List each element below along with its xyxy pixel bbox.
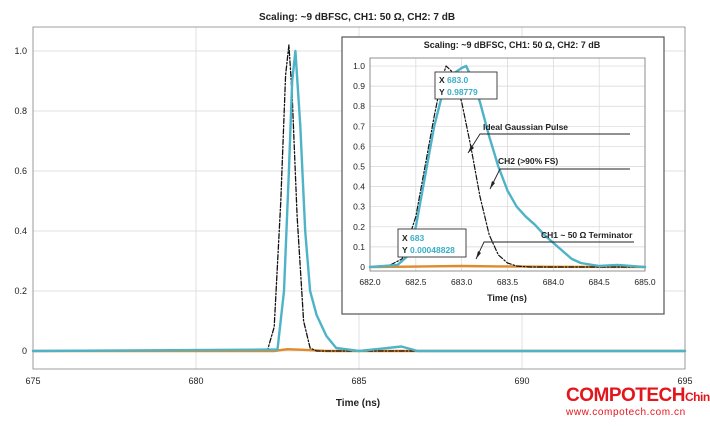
annotation-ch1-text: CH1 ~ 50 Ω Terminator xyxy=(541,230,633,240)
annotation-ideal-gaussian-arrowhead xyxy=(468,145,474,153)
x-tick-label: 690 xyxy=(514,376,529,386)
annotation-ch1: CH1 ~ 50 Ω Terminator xyxy=(475,230,634,260)
y-tick-label: 0.2 xyxy=(353,222,365,232)
x-tick-label: 695 xyxy=(677,376,692,386)
main-y-tick-labels: 0 0.2 0.4 0.6 0.8 1.0 xyxy=(14,46,27,356)
inset-chart-title: Scaling: ~9 dBFSC, CH1: 50 Ω, CH2: 7 dB xyxy=(424,40,601,50)
main-x-axis-label: Time (ns) xyxy=(336,398,380,409)
inset-x-axis-label: Time (ns) xyxy=(487,293,527,303)
inset-x-tick-labels: 682.0 682.5 683.0 683.5 684.0 684.5 685.0 xyxy=(359,277,656,287)
y-tick-label: 1.0 xyxy=(14,46,27,56)
annotation-ideal-gaussian: Ideal Gaussian Pulse xyxy=(467,122,630,154)
watermark-brand-name: COMPOTECH xyxy=(566,385,686,406)
series-line-0 xyxy=(32,44,686,352)
x-tick-label: 682.5 xyxy=(405,277,427,287)
series-line-1 xyxy=(31,49,687,353)
y-tick-label: 0.4 xyxy=(14,226,27,236)
y-tick-label: 1.0 xyxy=(353,61,365,71)
annotation-ideal-gaussian-text: Ideal Gaussian Pulse xyxy=(483,122,568,132)
y-tick-label: 0 xyxy=(360,262,365,272)
watermark-brand-suffix: China xyxy=(685,390,710,404)
y-tick-label: 0.9 xyxy=(353,81,365,91)
y-tick-label: 0.6 xyxy=(14,166,27,176)
x-tick-label: 685.0 xyxy=(634,277,656,287)
marker-base-y-label: Y xyxy=(402,245,408,255)
x-tick-label: 683.0 xyxy=(451,277,473,287)
marker-readout-peak: X 683.0 Y 0.98779 xyxy=(434,71,498,100)
annotation-ch2: CH2 (>90% FS) xyxy=(489,156,630,190)
x-tick-label: 683.5 xyxy=(497,277,519,287)
inset-y-tick-labels: 0 0.1 0.2 0.3 0.4 0.5 0.6 0.7 0.8 0.9 1.0 xyxy=(353,61,365,272)
y-tick-label: 0 xyxy=(22,346,27,356)
y-tick-label: 0.8 xyxy=(14,106,27,116)
y-tick-label: 0.4 xyxy=(353,182,365,192)
x-tick-label: 682.0 xyxy=(359,277,381,287)
marker-base-x-value: 683 xyxy=(410,233,424,243)
main-x-tick-labels: 675 680 685 690 695 xyxy=(25,376,692,386)
watermark-url: www.compotech.com.cn xyxy=(566,407,686,418)
marker-peak-y-value: 0.98779 xyxy=(447,87,478,97)
marker-base-y-value: 0.00048828 xyxy=(410,245,455,255)
x-tick-label: 684.0 xyxy=(543,277,565,287)
marker-base-x-label: X xyxy=(402,233,408,243)
x-tick-label: 675 xyxy=(25,376,40,386)
inset-plot-frame xyxy=(369,57,646,272)
marker-peak-y-label: Y xyxy=(439,87,445,97)
x-tick-label: 685 xyxy=(351,376,366,386)
y-tick-label: 0.8 xyxy=(353,101,365,111)
x-tick-label: 684.5 xyxy=(589,277,611,287)
annotation-ch1-arrowhead xyxy=(476,251,481,259)
marker-readout-base: X 683 Y 0.00048828 xyxy=(397,228,467,258)
annotation-ch2-text: CH2 (>90% FS) xyxy=(498,156,558,166)
watermark-brand: COMPOTECHChina xyxy=(566,385,710,407)
marker-peak-x-value: 683.0 xyxy=(447,75,469,85)
main-series-lines xyxy=(31,44,687,353)
main-plot-frame xyxy=(32,26,686,370)
inset-chart: Scaling: ~9 dBFSC, CH1: 50 Ω, CH2: 7 dB … xyxy=(341,36,665,315)
y-tick-label: 0.7 xyxy=(353,121,365,131)
x-tick-label: 680 xyxy=(188,376,203,386)
y-tick-label: 0.6 xyxy=(353,141,365,151)
main-chart-title: Scaling: ~9 dBFSC, CH1: 50 Ω, CH2: 7 dB xyxy=(259,12,455,23)
marker-peak-x-label: X xyxy=(439,75,445,85)
watermark-logo: COMPOTECHChina www.compotech.com.cn xyxy=(566,385,710,419)
y-tick-label: 0.5 xyxy=(353,162,365,172)
y-tick-label: 0.1 xyxy=(353,242,365,252)
y-tick-label: 0.3 xyxy=(353,202,365,212)
series-line-1 xyxy=(368,64,647,269)
y-tick-label: 0.2 xyxy=(14,286,27,296)
annotation-ch2-arrowhead xyxy=(490,181,495,189)
